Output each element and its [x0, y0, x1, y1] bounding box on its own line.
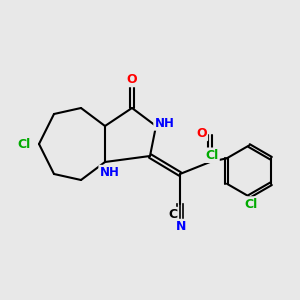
- Text: NH: NH: [154, 116, 174, 130]
- Text: O: O: [127, 73, 137, 86]
- Text: C: C: [168, 208, 177, 221]
- Text: Cl: Cl: [244, 197, 257, 211]
- Text: N: N: [176, 220, 187, 233]
- Text: Cl: Cl: [205, 149, 218, 162]
- Text: O: O: [196, 127, 207, 140]
- Text: Cl: Cl: [17, 137, 31, 151]
- Text: NH: NH: [100, 166, 119, 179]
